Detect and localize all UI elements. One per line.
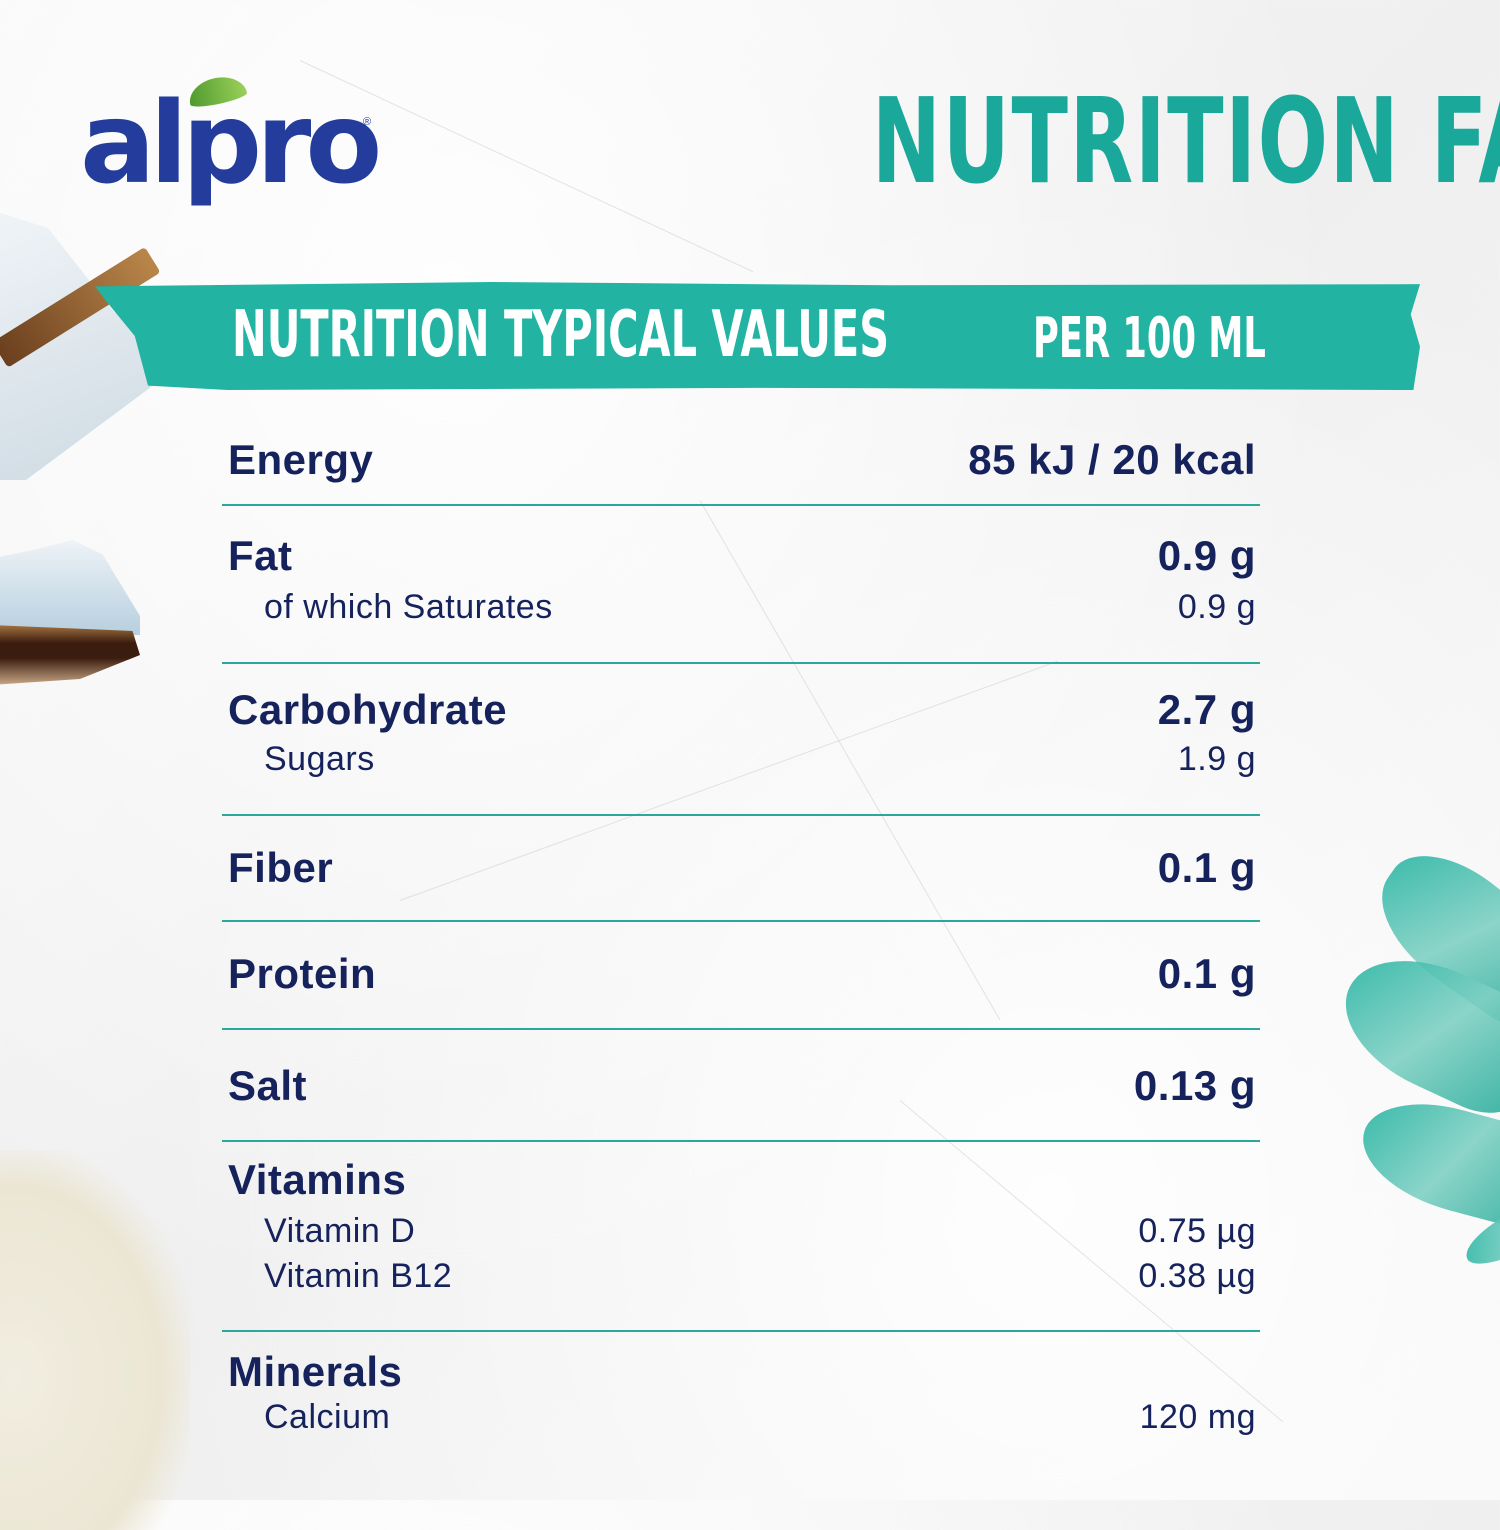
sub-nutrient-value: 1.9 g: [1177, 740, 1256, 778]
row-vitamins: Vitamins Vitamin D 0.75 µg Vitamin B12 0…: [222, 1142, 1260, 1332]
nutrient-value: 2.7 g: [1157, 686, 1256, 733]
row-protein: Protein 0.1 g: [222, 922, 1260, 1030]
sub-nutrient-label: of which Saturates: [264, 588, 553, 626]
sub-nutrient-value: 0.9 g: [1177, 588, 1256, 626]
page-title: NUTRITION FACTS: [871, 72, 1500, 210]
nutrient-value: 0.13 g: [1133, 1062, 1256, 1109]
sub-nutrient-label: Calcium: [264, 1398, 391, 1436]
sub-nutrient-value: 0.75 µg: [1138, 1212, 1256, 1250]
nutrient-label: Energy: [228, 436, 374, 483]
banner-label: NUTRITION TYPICAL VALUES: [232, 298, 890, 372]
nutrient-label: Protein: [228, 950, 377, 997]
nutrient-value: 0.1 g: [1157, 844, 1256, 891]
row-fiber: Fiber 0.1 g: [222, 816, 1260, 922]
row-salt: Salt 0.13 g: [222, 1030, 1260, 1142]
nutrient-label: Vitamins: [228, 1156, 407, 1203]
logo-text: alpro: [80, 79, 382, 209]
registered-mark: ®: [363, 116, 372, 128]
sub-nutrient-label: Sugars: [264, 740, 375, 778]
nutrient-label: Minerals: [228, 1348, 403, 1395]
row-minerals: Minerals Calcium 120 mg: [222, 1332, 1260, 1462]
coconut-shell-bottom: [0, 625, 140, 685]
nutrient-label: Fiber: [228, 844, 334, 891]
milk-splash: [0, 1150, 190, 1530]
nutrition-table: Energy 85 kJ / 20 kcal Fat 0.9 g of whic…: [222, 420, 1260, 1462]
nutrient-value: 0.1 g: [1157, 950, 1256, 997]
row-carbohydrate: Carbohydrate 2.7 g Sugars 1.9 g: [222, 664, 1260, 816]
row-fat: Fat 0.9 g of which Saturates 0.9 g: [222, 506, 1260, 664]
sub-nutrient-value: 0.38 µg: [1138, 1257, 1256, 1295]
nutrient-label: Salt: [228, 1062, 308, 1109]
nutrient-value: 0.9 g: [1157, 532, 1256, 579]
sub-nutrient-label: Vitamin D: [264, 1212, 416, 1250]
sub-nutrient-value: 120 mg: [1139, 1398, 1256, 1436]
nutrient-value: 85 kJ / 20 kcal: [968, 436, 1256, 483]
coconut-piece-bottom: [0, 540, 140, 635]
monstera-leaf: [1324, 832, 1500, 1274]
banner-per-unit: PER 100 ML: [1033, 306, 1266, 371]
row-energy: Energy 85 kJ / 20 kcal: [222, 420, 1260, 506]
nutrient-label: Fat: [228, 532, 293, 579]
alpro-logo: alpro ®: [80, 72, 382, 218]
header-banner: [95, 282, 1420, 390]
nutrient-label: Carbohydrate: [228, 686, 508, 733]
sub-nutrient-label: Vitamin B12: [264, 1257, 453, 1295]
